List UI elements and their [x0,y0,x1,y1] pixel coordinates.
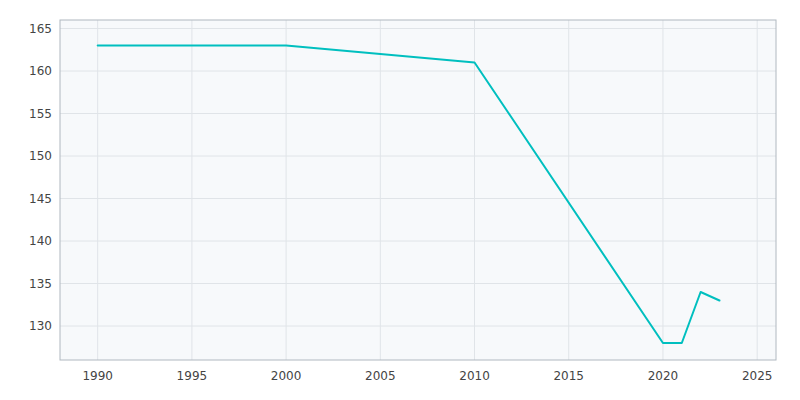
y-tick-label: 150 [29,149,52,163]
y-grid-line [60,326,776,327]
x-tick-label: 2005 [365,369,396,383]
y-grid-line [60,113,776,114]
tick-labels: 1990 1995 2000 2005 2010 2015 2020 2025 130 135 14… [29,22,772,384]
y-tick-label: 135 [29,277,52,291]
x-tick-label: 1990 [82,369,113,383]
chart-svg: 1990 1995 2000 2005 2010 2015 2020 2025 130 135 14… [0,0,800,400]
x-tick-label: 1995 [177,369,208,383]
chart-container: 1990 1995 2000 2005 2010 2015 2020 2025 130 135 14… [0,0,800,400]
data-line [98,46,720,344]
y-tick-label: 130 [29,319,52,333]
y-tick-label: 155 [29,107,52,121]
y-grid-line [60,198,776,199]
y-tick-label: 165 [29,22,52,36]
marks [98,46,720,344]
x-tick-label: 2025 [742,369,773,383]
grid [60,20,776,360]
x-tick-label: 2000 [271,369,302,383]
y-grid-line [60,241,776,242]
y-grid-line [60,71,776,72]
y-grid-line [60,156,776,157]
plot-frame [60,20,776,360]
plot-background [60,20,776,360]
y-tick-label: 140 [29,234,52,248]
y-grid-line [60,283,776,284]
x-tick-label: 2010 [459,369,490,383]
y-tick-label: 160 [29,64,52,78]
y-grid-line [60,28,776,29]
x-tick-label: 2020 [648,369,679,383]
y-tick-label: 145 [29,192,52,206]
x-tick-label: 2015 [553,369,584,383]
